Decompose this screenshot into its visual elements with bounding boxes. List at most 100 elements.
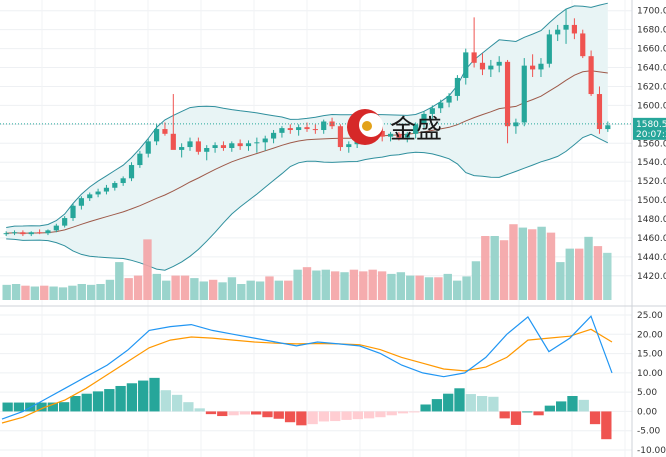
volume-bar [518,227,528,300]
candle-body [112,183,118,188]
macd-histogram-bar [251,411,262,415]
volume-bar [509,224,518,300]
macd-histogram-bar [431,399,443,412]
volume-bar [2,284,11,300]
macd-axis: -10.00 -5.00 0.00 5.00 10.00 15.00 20.00 25.00 [637,311,666,456]
volume-bar [349,269,359,300]
macd-tick-label: -5.00 [637,427,661,437]
macd-histogram-bar [47,402,58,412]
macd-tick-label: 10.00 [637,369,663,379]
volume-bar [584,236,593,300]
price-tick-label: 1540.00 [637,158,666,168]
candle-body [421,113,427,125]
logo-text: 金盛 [390,115,442,145]
macd-histogram-bar [171,394,183,412]
macd-histogram-bar [81,393,92,412]
macd-histogram-bar [386,411,397,416]
volume-bar [406,275,415,300]
volume-bar [255,281,265,300]
macd-histogram-bar [228,411,239,416]
macd-tick-label: -10.00 [637,446,666,456]
price-tag-time: 20:07:28 [636,130,666,140]
volume-bar [11,284,21,300]
candle-body [229,143,235,148]
candle-body [329,121,335,127]
macd-histogram-bar [273,411,284,419]
candle-body [605,125,611,130]
macd-histogram [2,377,612,440]
macd-histogram-bar [36,402,47,412]
price-tick-label: 1680.00 [637,26,666,36]
candle-body [254,142,260,144]
macd-histogram-bar [341,411,352,420]
candle-body [87,194,93,199]
price-tick-label: 1660.00 [637,45,666,55]
candle-body [471,52,477,63]
volume-bar [546,232,556,300]
volume-bar [190,278,199,300]
volume-bar [537,226,546,300]
volume-bar [603,252,612,300]
volume-bar [162,280,171,300]
macd-histogram-bar [476,396,488,412]
macd-histogram-bar [352,411,363,420]
candle-body [187,141,193,148]
price-tick-label: 1500.00 [637,196,666,206]
bollinger-lower [6,133,609,271]
volume-bar [387,273,396,300]
volume-bar [40,285,49,300]
volume-bar [565,248,574,300]
macd-histogram-bar [567,396,578,412]
volume-bar [143,239,152,300]
candle-body [438,102,444,109]
candle-body [404,133,410,138]
candle-body [563,24,569,30]
volume-bar [49,286,58,300]
volume-bar [396,272,406,300]
volume-bar [68,285,77,300]
candle-body [555,29,561,35]
volume-bar [340,272,349,300]
macd-histogram-bar [465,394,476,412]
candle-body [479,62,486,70]
candle-body [312,129,318,131]
candle-body [45,230,51,234]
candle-body [62,218,68,226]
volume-bar [208,279,218,300]
macd-histogram-bar [510,411,522,425]
macd-histogram-bar [533,411,544,416]
candle-body [262,138,268,143]
candle-body [488,65,494,70]
volume-bar [593,246,603,300]
volume-bar [246,280,255,300]
macd-histogram-bar [58,402,70,412]
macd-histogram-bar [183,402,194,412]
candle-body [463,52,469,78]
candle-body [128,165,135,179]
volume-bar [443,273,452,300]
macd-histogram-bar [397,411,409,414]
macd-histogram-bar [149,377,160,412]
bollinger-fill [6,3,608,271]
candle-body [321,121,327,131]
candle-body [245,143,252,147]
watermark-logo: 金盛 [347,109,442,145]
macd-histogram-bar [443,393,454,412]
macd-histogram-bar [363,411,375,419]
volume-bar [556,262,565,300]
candle-body [596,94,603,130]
macd-histogram-bar [70,396,81,412]
volume-bar [481,236,490,300]
price-tick-label: 1480.00 [637,215,666,225]
volume-bar [490,236,499,300]
price-tick-label: 1460.00 [637,234,666,244]
price-tick-label: 1560.00 [637,139,666,149]
candle-body [120,178,126,184]
macd-histogram-bar [330,411,341,422]
macd-tick-label: 20.00 [637,330,663,340]
volume-bar [171,275,180,300]
volume-bar [284,280,293,300]
macd-line [1,315,613,420]
macd-histogram-bar [104,389,115,412]
